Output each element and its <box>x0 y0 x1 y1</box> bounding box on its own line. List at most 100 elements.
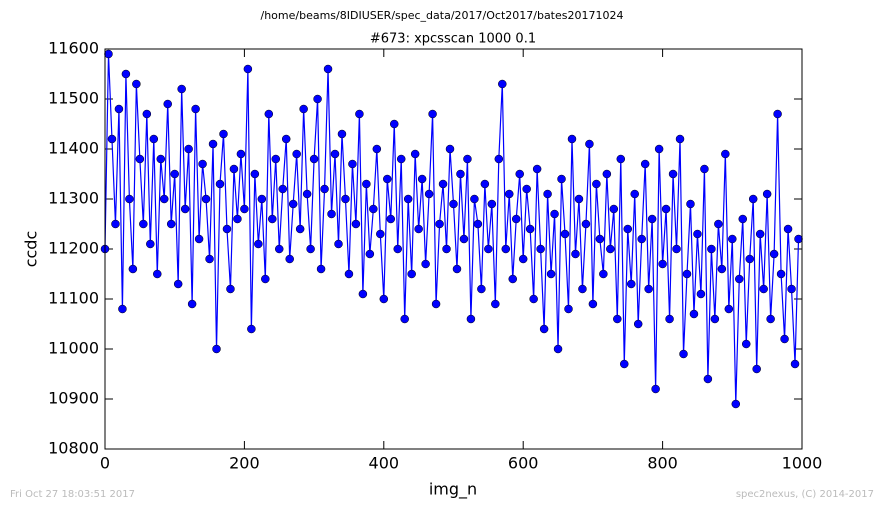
data-point <box>407 269 416 279</box>
data-point <box>156 154 166 164</box>
data-point <box>344 269 354 279</box>
y-tick-label: 11300 <box>48 189 99 208</box>
data-point <box>567 134 577 144</box>
data-point <box>623 224 632 234</box>
data-point <box>783 224 793 234</box>
y-tick-label: 11500 <box>48 89 99 108</box>
y-tick-label: 10800 <box>48 439 99 458</box>
x-tick-label: 800 <box>647 454 678 473</box>
data-point <box>177 84 186 94</box>
data-point <box>487 199 497 209</box>
data-point <box>212 344 221 354</box>
data-point <box>508 274 517 284</box>
data-point <box>578 284 587 294</box>
y-tick-label: 11000 <box>48 339 99 358</box>
data-point <box>393 244 402 254</box>
data-point <box>626 279 636 289</box>
data-point <box>459 234 469 244</box>
footer-credit: spec2nexus, (C) 2014-2017 <box>736 489 874 500</box>
data-point <box>187 299 197 309</box>
x-axis-label: img_n <box>429 480 477 500</box>
data-point <box>208 139 218 149</box>
data-point <box>247 324 256 334</box>
chart-title: /home/beams/8IDIUSER/spec_data/2017/Oct2… <box>261 9 624 22</box>
data-point <box>424 189 434 199</box>
data-point <box>107 134 117 144</box>
data-point <box>396 154 406 164</box>
data-point <box>316 264 326 274</box>
data-point <box>355 109 364 119</box>
data-point <box>125 194 134 204</box>
data-point <box>132 79 141 89</box>
data-point <box>640 159 650 169</box>
data-point <box>522 184 531 194</box>
data-point <box>159 194 169 204</box>
data-point <box>665 314 674 324</box>
data-point <box>609 204 619 214</box>
data-point <box>257 194 267 204</box>
data-point <box>118 304 127 314</box>
data-point <box>518 254 528 264</box>
x-tick-label: 0 <box>100 454 110 473</box>
data-point <box>463 154 472 164</box>
data-point <box>383 174 392 184</box>
data-point <box>484 244 493 254</box>
data-point <box>651 384 660 394</box>
y-tick-label: 11200 <box>48 239 99 258</box>
data-point <box>121 69 131 79</box>
data-point <box>104 49 113 59</box>
chart-subtitle: #673: xpcsscan 1000 0.1 <box>370 32 536 47</box>
data-point <box>480 179 490 189</box>
data-point <box>553 344 563 354</box>
data-point <box>250 169 260 179</box>
data-point <box>390 119 399 129</box>
data-point <box>721 149 730 159</box>
data-point <box>327 209 336 219</box>
data-point <box>428 109 437 119</box>
data-point <box>358 289 368 299</box>
data-point <box>724 304 734 314</box>
data-point <box>323 64 333 74</box>
data-point <box>759 284 768 294</box>
data-point <box>351 219 361 229</box>
data-point <box>633 319 643 329</box>
data-point <box>501 244 511 254</box>
data-point <box>191 104 200 114</box>
data-point <box>201 194 211 204</box>
data-point <box>748 194 758 204</box>
data-point <box>400 314 409 324</box>
data-point <box>348 159 357 169</box>
data-point <box>672 244 681 254</box>
data-point <box>281 134 291 144</box>
data-point <box>700 164 709 174</box>
data-point <box>268 214 277 224</box>
data-point <box>173 279 183 289</box>
data-point <box>536 244 545 254</box>
data-point <box>710 314 720 324</box>
data-point <box>532 164 542 174</box>
data-point <box>180 204 190 214</box>
data-point <box>194 234 204 244</box>
data-point <box>602 169 612 179</box>
data-point <box>320 184 329 194</box>
data-point <box>686 199 695 209</box>
data-point <box>302 189 312 199</box>
y-tick-label: 11100 <box>48 289 99 308</box>
data-point <box>379 294 389 304</box>
data-point <box>337 129 347 139</box>
data-point <box>654 144 664 154</box>
data-point <box>529 294 538 304</box>
data-point <box>473 219 483 229</box>
data-point <box>707 244 716 254</box>
data-point <box>675 134 685 144</box>
data-point <box>261 274 270 284</box>
data-point <box>769 249 779 259</box>
data-point <box>365 249 375 259</box>
data-point <box>153 269 162 279</box>
data-point <box>410 149 420 159</box>
data-point <box>787 284 796 294</box>
data-point <box>581 219 591 229</box>
data-point <box>184 144 193 154</box>
data-point <box>135 154 145 164</box>
data-point <box>299 104 308 114</box>
